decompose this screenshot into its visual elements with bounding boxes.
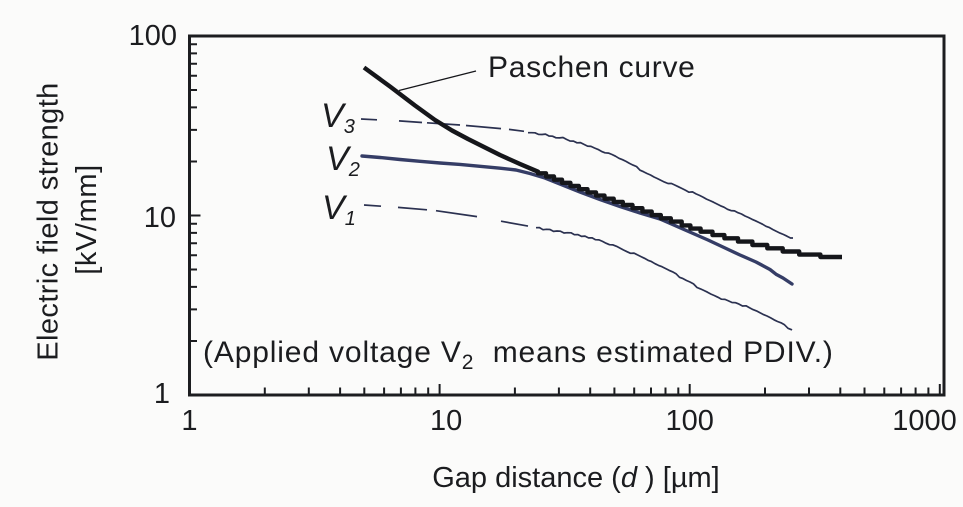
svg-text:Gap distance (d ) [µm]: Gap distance (d ) [µm] xyxy=(432,462,720,494)
svg-text:1: 1 xyxy=(154,378,170,410)
svg-text:Paschen curve: Paschen curve xyxy=(488,51,696,84)
svg-text:1000: 1000 xyxy=(892,405,957,437)
svg-text:1: 1 xyxy=(181,405,197,437)
svg-text:10: 10 xyxy=(144,202,176,234)
svg-text:100: 100 xyxy=(666,405,714,437)
svg-text:(Applied voltage V2 means est: (Applied voltage V2 means estimated PDIV… xyxy=(203,336,834,374)
svg-text:[kV/mm]: [kV/mm] xyxy=(71,164,103,275)
svg-text:Electric field strength: Electric field strength xyxy=(33,82,65,360)
svg-text:10: 10 xyxy=(430,405,462,437)
svg-text:100: 100 xyxy=(129,20,177,52)
